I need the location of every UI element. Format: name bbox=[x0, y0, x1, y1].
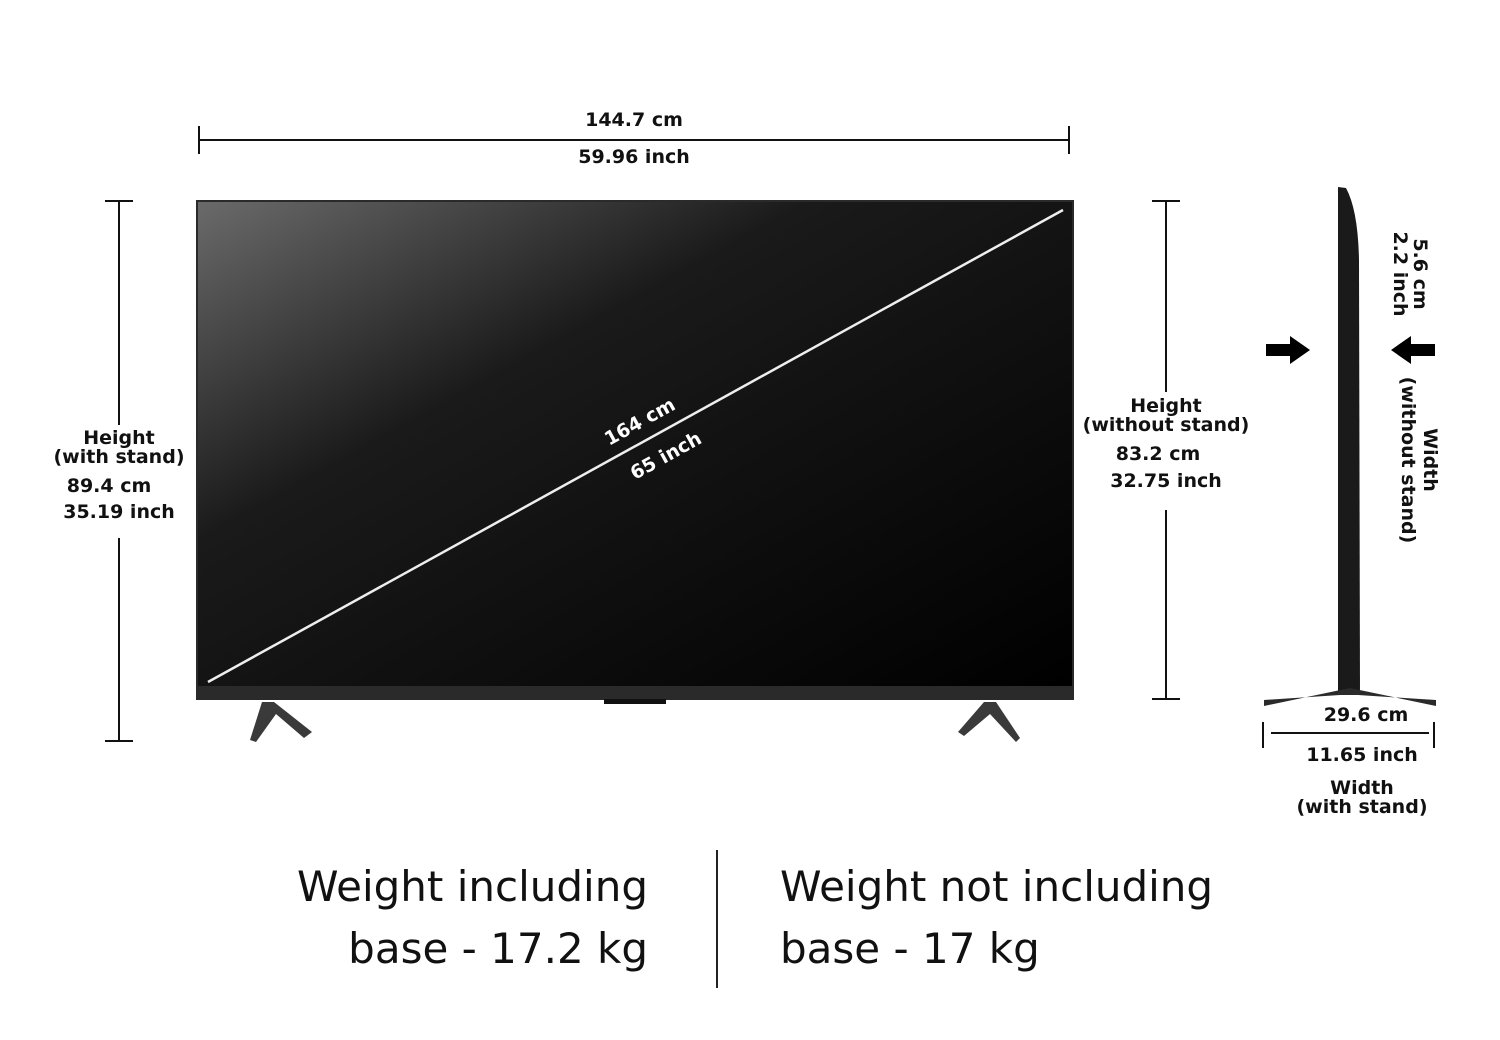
width-dimension-line bbox=[198, 126, 1070, 154]
weight-excluding-line2: base - 17 kg bbox=[780, 924, 1040, 973]
stand-width-sub: (with stand) bbox=[1296, 796, 1428, 818]
height-without-stand-sub: (without stand) bbox=[1082, 414, 1250, 436]
arrow-left-icon bbox=[1391, 336, 1435, 364]
height-without-stand-cm: 83.2 cm bbox=[1115, 443, 1201, 465]
height-with-stand-line bbox=[105, 200, 133, 742]
height-without-stand-label: Height bbox=[1130, 395, 1202, 417]
left-stand-leg bbox=[250, 702, 312, 742]
depth-cm: 5.6 cm bbox=[1409, 238, 1431, 310]
height-with-stand-inch: 35.19 inch bbox=[63, 501, 175, 523]
depth-label: Width bbox=[1419, 428, 1441, 492]
height-without-stand-line bbox=[1152, 200, 1180, 700]
arrow-right-icon bbox=[1266, 336, 1310, 364]
depth-sub: (without stand) bbox=[1397, 376, 1419, 544]
width-cm: 144.7 cm bbox=[585, 109, 683, 131]
stand-width-cm: 29.6 cm bbox=[1323, 704, 1409, 726]
tv-front bbox=[196, 200, 1074, 742]
stand-width-label: Width bbox=[1330, 777, 1394, 799]
weight-including-line1: Weight including bbox=[297, 862, 648, 911]
height-with-stand-sub: (with stand) bbox=[53, 446, 185, 468]
diagonal-line bbox=[207, 208, 1064, 684]
stand-width-line bbox=[1262, 722, 1435, 748]
stand-width-inch: 11.65 inch bbox=[1306, 744, 1418, 766]
width-inch: 59.96 inch bbox=[578, 146, 690, 168]
right-stand-leg bbox=[958, 702, 1020, 742]
height-without-stand-inch: 32.75 inch bbox=[1110, 470, 1222, 492]
height-with-stand-label: Height bbox=[83, 427, 155, 449]
weight-excluding-line1: Weight not including bbox=[780, 862, 1214, 911]
depth-inch: 2.2 inch bbox=[1389, 231, 1411, 317]
weight-including-line2: base - 17.2 kg bbox=[348, 924, 648, 973]
height-with-stand-cm: 89.4 cm bbox=[66, 475, 152, 497]
tv-side bbox=[1264, 187, 1436, 706]
